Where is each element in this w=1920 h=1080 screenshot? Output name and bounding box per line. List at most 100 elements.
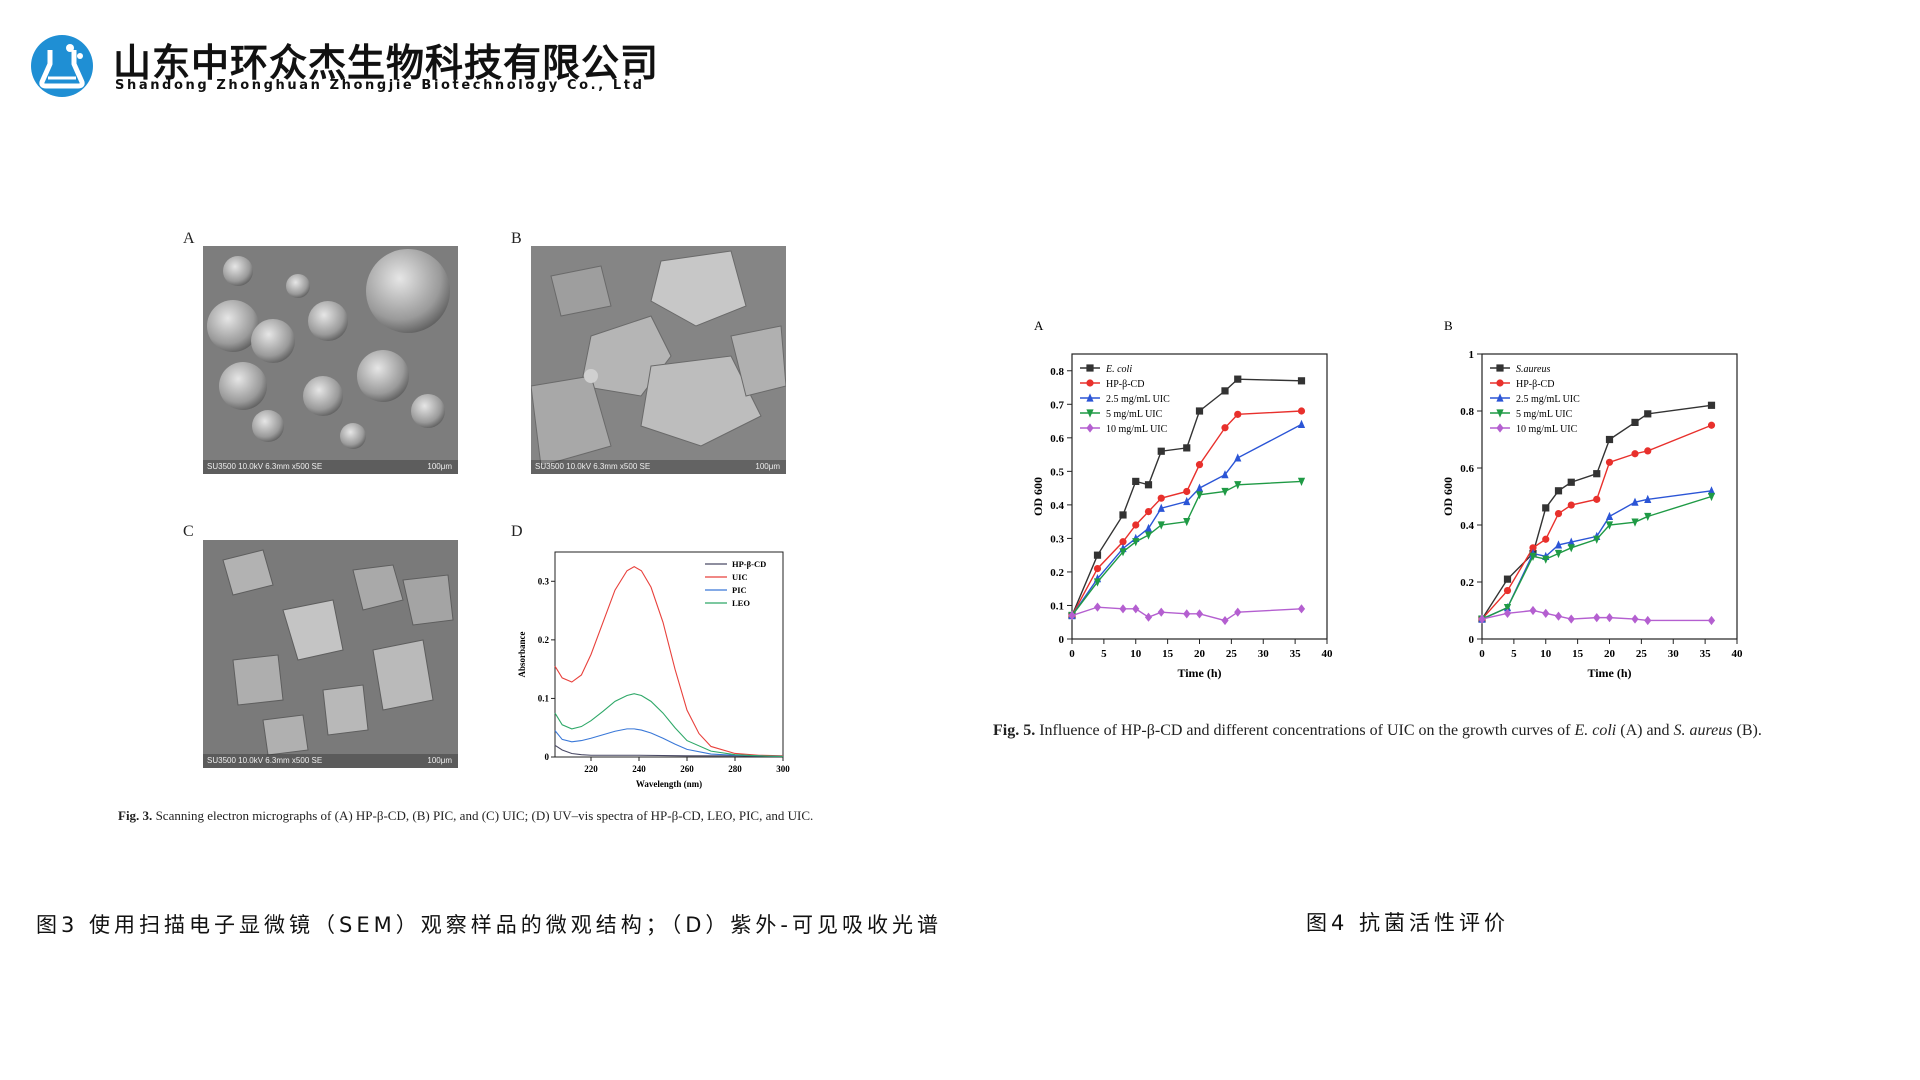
legend-label: 2.5 mg/mL UIC: [1106, 394, 1170, 405]
data-point: [1567, 614, 1575, 624]
legend-marker: [1496, 423, 1504, 433]
data-point: [1707, 486, 1716, 495]
sem-footer-b: SU3500 10.0kV 6.3mm x500 SE 100μm: [531, 460, 786, 474]
data-point: [1644, 447, 1652, 455]
figure3-caption: Fig. 3. Scanning electron micrographs of…: [118, 808, 814, 823]
data-point: [1707, 615, 1716, 626]
data-point: [1234, 453, 1242, 462]
data-point: [1183, 487, 1191, 496]
data-point: [1631, 614, 1639, 624]
y-tick-label: 0.3: [1050, 533, 1064, 545]
growth-chart-saureus: B 0 5 10 15 20 25 30 35 40 0 0.2 0.4 0.6 0.8 1 Time (h) O…: [1441, 318, 1744, 680]
legend-marker: [1496, 364, 1504, 372]
data-point: [1195, 491, 1204, 500]
data-point: [1554, 611, 1563, 621]
data-point: [1593, 470, 1601, 478]
x-tick-label: 25: [1226, 648, 1238, 660]
series-line-0: [1481, 404, 1712, 620]
data-point: [1631, 450, 1639, 458]
flask-molecule-icon: [31, 35, 93, 97]
y-tick-label: 0.1: [1050, 600, 1064, 612]
legend-label: HP-β-CD: [732, 559, 766, 569]
data-point: [1567, 537, 1575, 546]
data-point: [1144, 531, 1153, 540]
data-point: [1183, 444, 1191, 452]
series-line-3: [1481, 495, 1712, 620]
y-tick-label: 0.3: [538, 576, 550, 586]
legend-marker: [1496, 393, 1504, 402]
data-point: [1157, 607, 1165, 617]
data-point: [1132, 604, 1140, 614]
data-point: [1567, 501, 1575, 509]
data-point: [1221, 470, 1229, 479]
legend-label: LEO: [732, 598, 750, 608]
data-point: [1605, 521, 1614, 530]
data-point: [1132, 477, 1140, 486]
data-point: [1593, 535, 1601, 544]
y-tick-label: 0: [1469, 634, 1475, 646]
company-name-en: Shandong Zhonghuan Zhongjie Biotechnolog…: [115, 78, 645, 93]
x-tick-label: 35: [1290, 648, 1302, 660]
legend-label: PIC: [732, 585, 747, 595]
data-point: [1707, 492, 1716, 502]
data-point: [1529, 605, 1537, 616]
growth-chart-ecoli: A 0 5 10 15 20 25 30 35 40 0 0.1 0.2 0.3 0.4 0.5 0.6 0.7 0…: [1031, 318, 1333, 680]
sem-footer-c: SU3500 10.0kV 6.3mm x500 SE 100μm: [203, 754, 458, 768]
data-point: [1644, 615, 1652, 626]
y-tick-label: 0: [545, 752, 550, 762]
series-line-1: [1071, 410, 1302, 616]
legend-label: 5 mg/mL UIC: [1106, 409, 1163, 420]
data-point: [1234, 481, 1242, 490]
legend-marker: [1086, 409, 1094, 418]
legend-label: 10 mg/mL UIC: [1106, 424, 1168, 435]
data-point: [1554, 510, 1563, 518]
data-point: [1221, 487, 1229, 497]
data-point: [1093, 564, 1102, 573]
figure4-cn-caption: 图4 抗菌活性评价: [1306, 911, 1510, 935]
x-tick-label: 0: [1069, 648, 1075, 660]
x-tick-label: 10: [1540, 648, 1552, 660]
data-point: [1297, 604, 1306, 614]
sem-particles-a: [203, 246, 458, 474]
x-tick-label: 5: [1101, 648, 1107, 660]
spectrum-line-3: [554, 693, 784, 757]
data-point: [1542, 504, 1550, 512]
sem-particles-b: [531, 246, 786, 474]
x-tick-label: 220: [584, 764, 598, 774]
data-point: [1093, 602, 1102, 612]
data-point: [1195, 609, 1204, 619]
company-name-cn: 山东中环众杰生物科技有限公司: [113, 41, 660, 85]
data-point: [1503, 608, 1512, 618]
data-point: [1183, 609, 1191, 619]
data-point: [1144, 481, 1153, 489]
data-point: [1221, 424, 1229, 432]
legend-label: S.aureus: [1516, 364, 1550, 375]
x-tick-label: 40: [1732, 648, 1744, 660]
data-point: [1554, 540, 1563, 549]
x-tick-label: 35: [1700, 648, 1712, 660]
sem-image-c: SU3500 10.0kV 6.3mm x500 SE 100μm: [203, 540, 458, 768]
data-point: [1605, 511, 1614, 521]
panel-letter-b: B: [511, 230, 522, 247]
x-tick-label: 25: [1636, 648, 1648, 660]
y-axis-label: OD 600: [1441, 477, 1455, 516]
data-point: [1093, 578, 1102, 587]
data-point: [1195, 483, 1204, 492]
data-point: [1644, 494, 1652, 503]
data-point: [1529, 552, 1537, 561]
data-point: [1503, 604, 1512, 613]
x-tick-label: 240: [632, 764, 646, 774]
y-tick-label: 0.2: [1460, 577, 1474, 589]
y-tick-label: 0.2: [1050, 567, 1064, 579]
x-tick-label: 15: [1162, 648, 1174, 660]
spectrum-line-2: [554, 728, 784, 757]
y-axis-label: Absorbance: [517, 631, 527, 677]
y-tick-label: 0.8: [1460, 406, 1474, 418]
y-tick-label: 0.8: [1050, 366, 1064, 378]
data-point: [1093, 551, 1102, 559]
data-point: [1503, 586, 1512, 595]
data-point: [1144, 523, 1153, 532]
data-point: [1567, 478, 1575, 486]
data-point: [1132, 521, 1140, 529]
data-point: [1593, 613, 1601, 623]
